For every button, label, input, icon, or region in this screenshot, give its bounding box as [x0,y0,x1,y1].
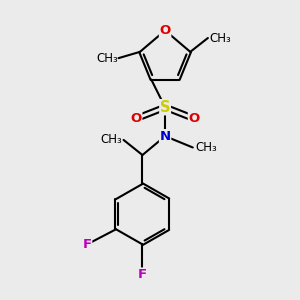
Text: S: S [160,100,170,115]
Text: O: O [188,112,200,125]
Text: O: O [130,112,142,125]
Text: O: O [160,24,171,37]
Text: CH₃: CH₃ [100,134,122,146]
Text: CH₃: CH₃ [209,32,231,44]
Text: F: F [138,268,147,281]
Text: F: F [82,238,91,251]
Text: CH₃: CH₃ [195,141,217,154]
Text: N: N [160,130,171,143]
Text: CH₃: CH₃ [97,52,118,64]
